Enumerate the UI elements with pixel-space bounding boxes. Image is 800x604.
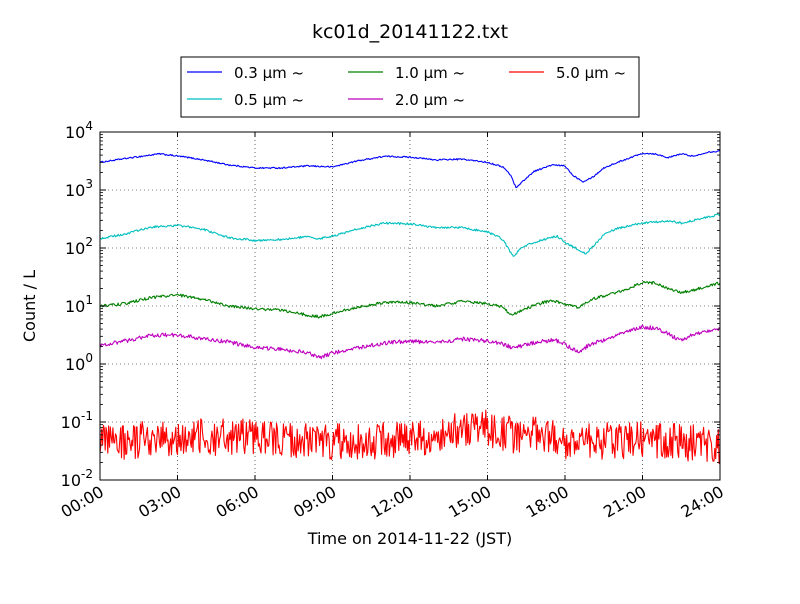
series-line-0 <box>100 149 720 189</box>
y-tick-label: 101 <box>65 293 93 316</box>
y-tick-label: 100 <box>65 351 93 374</box>
chart-title: kc01d_20141122.txt <box>312 21 508 43</box>
legend: 0.3 µm ~ 0.5 µm ~ 1.0 µm ~ 2.0 µm ~ 5.0 µm ~ <box>180 56 640 118</box>
series-line-4 <box>100 409 720 465</box>
y-axis-label: Count / L <box>20 270 39 342</box>
series-line-2 <box>100 281 720 319</box>
legend-entries: 0.3 µm ~ 0.5 µm ~ 1.0 µm ~ 2.0 µm ~ 5.0 µm ~ <box>187 64 626 109</box>
x-axis-label: Time on 2014-11-22 (JST) <box>307 529 512 548</box>
legend-label-3: 2.0 µm ~ <box>395 91 465 109</box>
legend-box <box>180 56 640 118</box>
legend-label-0: 0.3 µm ~ <box>234 64 304 82</box>
series-lines <box>100 149 720 465</box>
plot-area: 00:00 03:00 06:00 09:00 12:00 15:00 18:00 21:00… <box>58 119 727 522</box>
y-tick-label: 102 <box>65 235 93 258</box>
legend-label-1: 0.5 µm ~ <box>234 91 304 109</box>
legend-label-4: 5.0 µm ~ <box>556 64 626 82</box>
legend-label-2: 1.0 µm ~ <box>395 64 465 82</box>
y-tick-label: 103 <box>65 177 93 200</box>
y-tick-label: 10-1 <box>61 409 93 432</box>
y-axis-ticks: 10-2 10-1 100 101 102 103 104 <box>61 119 720 490</box>
series-line-1 <box>100 213 720 257</box>
series-line-3 <box>100 324 720 360</box>
y-tick-label: 10-2 <box>61 467 93 490</box>
y-tick-label: 104 <box>65 119 93 142</box>
grid-lines <box>100 132 720 480</box>
